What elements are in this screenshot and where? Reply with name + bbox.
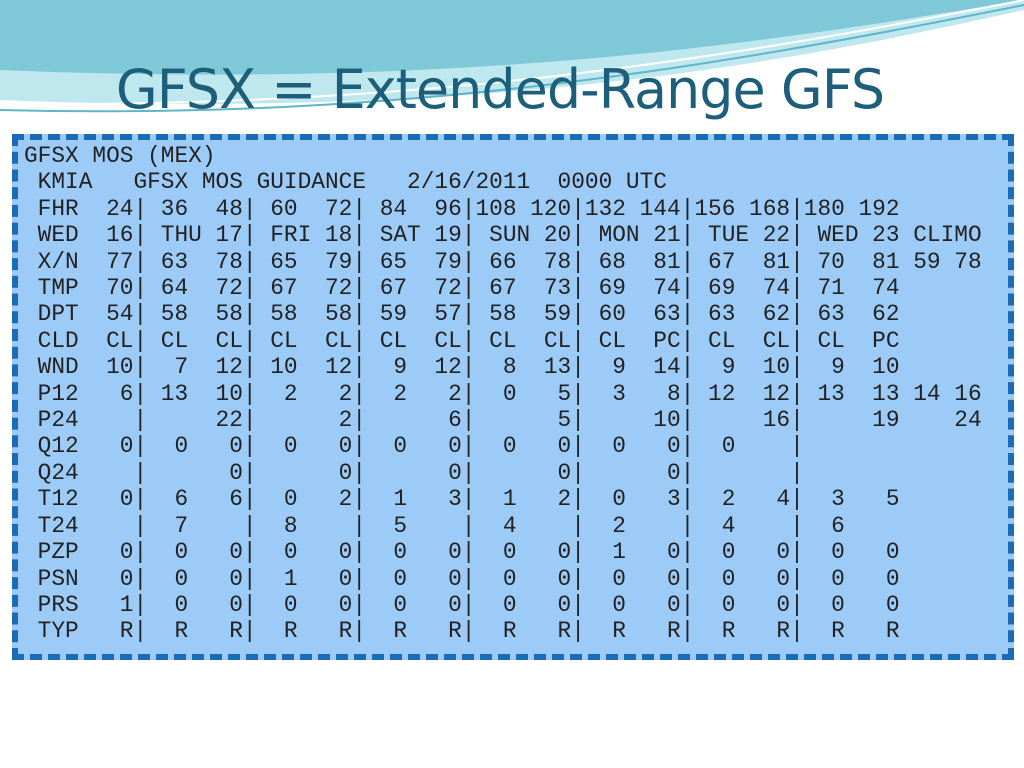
- text-line: WED 16| THU 17| FRI 18| SAT 19| SUN 20| …: [24, 222, 982, 249]
- text-line: CLD CL| CL CL| CL CL| CL CL| CL CL| CL P…: [24, 327, 900, 354]
- text-line: KMIA GFSX MOS GUIDANCE 2/16/2011 0000 UT…: [24, 169, 667, 196]
- text-line: TYP R| R R| R R| R R| R R| R R| R R| R R: [24, 618, 900, 645]
- slide-title: GFSX = Extended-Range GFS: [115, 58, 885, 121]
- mos-text: GFSX MOS (MEX) KMIA GFSX MOS GUIDANCE 2/…: [24, 143, 982, 645]
- text-line: Q12 0| 0 0| 0 0| 0 0| 0 0| 0 0| 0 |: [24, 433, 804, 460]
- text-line: TMP 70| 64 72| 67 72| 67 72| 67 73| 69 7…: [24, 275, 900, 302]
- text-line: PSN 0| 0 0| 1 0| 0 0| 0 0| 0 0| 0 0| 0 0: [24, 565, 900, 592]
- text-line: X/N 77| 63 78| 65 79| 65 79| 66 78| 68 8…: [24, 248, 982, 275]
- text-line: P12 6| 13 10| 2 2| 2 2| 0 5| 3 8| 12 12|…: [24, 380, 982, 407]
- text-panel: [12, 134, 1014, 660]
- text-line: PZP 0| 0 0| 0 0| 0 0| 0 0| 1 0| 0 0| 0 0: [24, 539, 900, 566]
- text-line: T24 | 7 | 8 | 5 | 4 | 2 | 4 | 6: [24, 512, 845, 539]
- text-line: P24 | 22| 2| 6| 5| 10| 16| 19 24: [24, 407, 982, 434]
- text-line: GFSX MOS (MEX): [24, 143, 216, 169]
- header-wave: [0, 0, 1024, 113]
- text-line: FHR 24| 36 48| 60 72| 84 96|108 120|132 …: [24, 195, 900, 222]
- text-line: WND 10| 7 12| 10 12| 9 12| 8 13| 9 14| 9…: [24, 354, 900, 381]
- text-line: DPT 54| 58 58| 58 58| 59 57| 58 59| 60 6…: [24, 301, 900, 328]
- text-line: PRS 1| 0 0| 0 0| 0 0| 0 0| 0 0| 0 0| 0 0: [24, 591, 900, 618]
- text-line: T12 0| 6 6| 0 2| 1 3| 1 2| 0 3| 2 4| 3 5: [24, 486, 900, 513]
- text-line: Q24 | 0| 0| 0| 0| 0| |: [24, 459, 804, 486]
